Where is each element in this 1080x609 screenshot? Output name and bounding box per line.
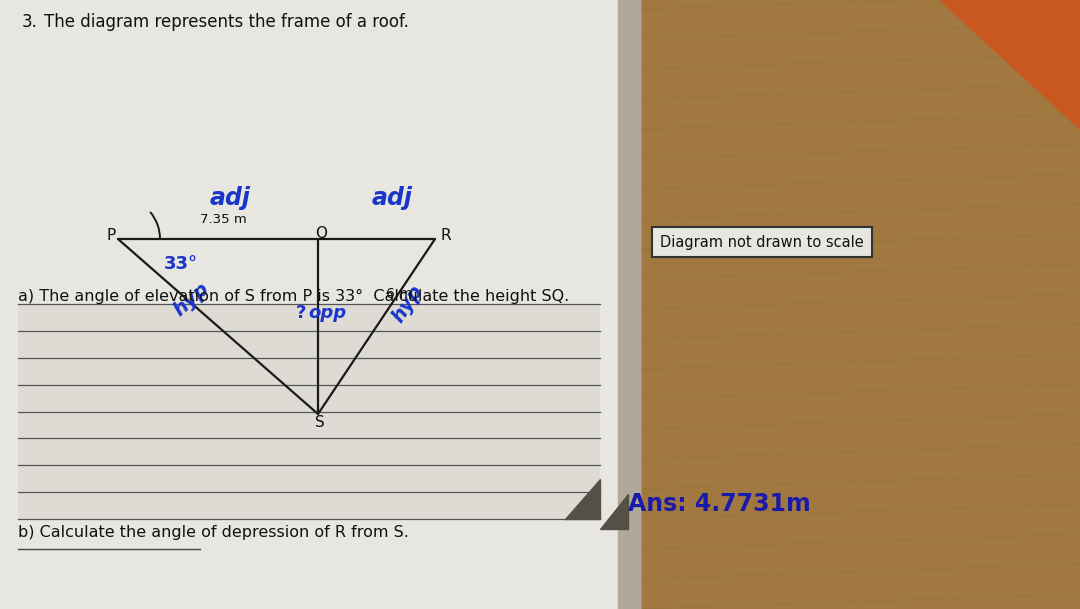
Text: Diagram not drawn to scale: Diagram not drawn to scale	[660, 234, 864, 250]
Bar	[0, 0, 640, 609]
Text: Ans: 4.7731m: Ans: 4.7731m	[627, 492, 811, 516]
Text: a) The angle of elevation of S from P is 33°  Calculate the height SQ.: a) The angle of elevation of S from P is…	[18, 289, 569, 304]
Text: The diagram represents the frame of a roof.: The diagram represents the frame of a ro…	[44, 13, 409, 31]
Text: 33°: 33°	[164, 255, 198, 273]
Text: ?: ?	[296, 304, 307, 323]
Text: 7.35 m: 7.35 m	[200, 213, 246, 226]
Polygon shape	[940, 0, 1080, 129]
Text: P: P	[106, 228, 116, 244]
Text: adj: adj	[372, 186, 413, 210]
Bar	[18, 304, 600, 519]
Text: opp: opp	[308, 304, 346, 323]
Text: R: R	[440, 228, 450, 244]
Bar	[652, 227, 872, 257]
Text: hyp: hyp	[389, 281, 427, 325]
Text: adj: adj	[210, 186, 251, 210]
Text: b) Calculate the angle of depression of R from S.: b) Calculate the angle of depression of …	[18, 525, 409, 540]
Bar	[618, 0, 640, 609]
Text: hyp: hyp	[171, 278, 213, 320]
Polygon shape	[640, 0, 1080, 609]
Text: 6 m: 6 m	[387, 287, 414, 301]
Text: Q: Q	[315, 226, 327, 241]
Text: S: S	[315, 415, 325, 430]
Text: 3.: 3.	[22, 13, 38, 31]
Polygon shape	[565, 479, 600, 519]
Polygon shape	[600, 494, 627, 529]
